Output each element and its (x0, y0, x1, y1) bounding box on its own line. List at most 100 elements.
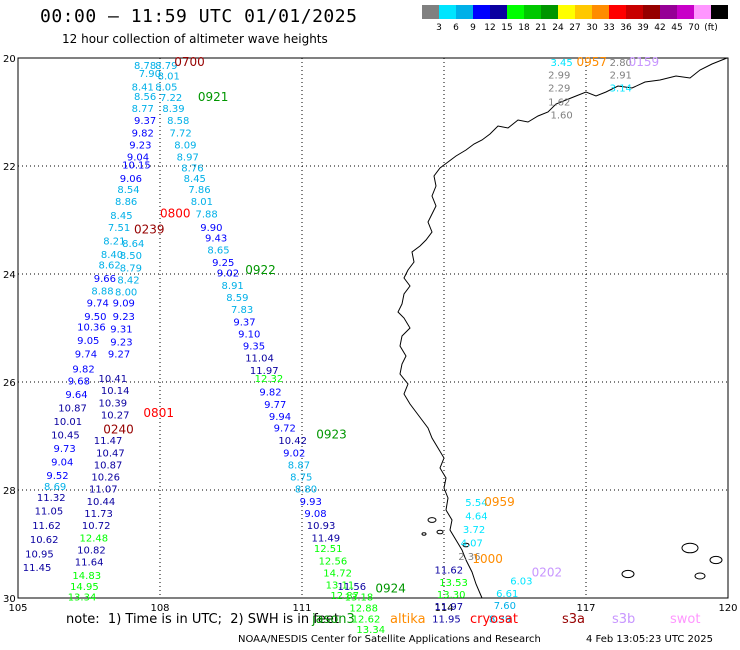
wave-height-value: 8.41 (132, 82, 154, 93)
wave-height-value: 11.95 (432, 614, 461, 625)
wave-height-colorbar: 3 6 9 12 15 18 21 24 27 30 33 36 39 42 45 70 (ft) (422, 5, 728, 33)
wave-height-value: 8.62 (98, 261, 120, 272)
wave-height-value: 9.82 (132, 128, 154, 139)
colorbar-label: 70 (688, 23, 700, 33)
wave-height-value: 13.34 (356, 625, 385, 636)
map-subtitle: 12 hour collection of altimeter wave hei… (62, 32, 328, 46)
wave-height-value: 10.72 (82, 521, 111, 532)
wave-height-value: 8.39 (162, 104, 184, 115)
colorbar-swatch (507, 5, 524, 19)
wave-height-value: 13.53 (439, 578, 468, 589)
wave-height-value: 8.58 (167, 116, 189, 127)
colorbar-swatch (609, 5, 626, 19)
wave-height-value: 9.05 (77, 336, 99, 347)
colorbar-swatch (473, 5, 490, 19)
wave-height-value: 12.87 (330, 591, 359, 602)
lat-tick-label: 20 (3, 54, 16, 65)
legend-jason3: jason3 (312, 612, 355, 627)
wave-height-value: 8.86 (115, 197, 137, 208)
wave-height-value: 1.60 (551, 110, 573, 121)
wave-height-value: 3.14 (610, 83, 632, 94)
wave-height-value: 8.77 (132, 104, 154, 115)
wave-height-value: 12.88 (349, 604, 378, 615)
colorbar-swatch (694, 5, 711, 19)
wave-height-value: 9.27 (108, 350, 130, 361)
wave-height-value: 8.76 (181, 163, 203, 174)
island (436, 529, 444, 535)
colorbar-swatch (439, 5, 456, 19)
wave-height-value: 8.45 (184, 174, 206, 185)
lat-tick-label: 28 (3, 486, 16, 497)
wave-height-value: 10.45 (51, 431, 80, 442)
pass-time-label: 0800 (160, 206, 191, 220)
wave-height-value: 10.36 (77, 323, 106, 334)
wave-height-value: 9.23 (113, 312, 135, 323)
wave-height-value: 9.31 (110, 324, 132, 335)
wave-height-value: 13.34 (68, 593, 97, 604)
wave-height-value: 11.07 (89, 485, 118, 496)
map-frame (17, 57, 729, 599)
wave-height-value: 8.80 (295, 485, 317, 496)
wave-height-value: 12.51 (314, 544, 343, 555)
wave-height-value: 6.61 (496, 589, 518, 600)
wave-height-value: 13.30 (437, 590, 466, 601)
wave-height-value: 2.80 (610, 58, 632, 69)
pass-time-label: 0202 (532, 565, 563, 579)
pass-time-label: 0923 (316, 428, 347, 442)
wave-height-value: 2.36 (458, 552, 480, 563)
lat-tick-label: 30 (3, 594, 16, 605)
wave-height-value: 8.56 (134, 92, 156, 103)
legend-altika: altika (390, 612, 426, 627)
colorbar-label: 18 (518, 23, 530, 33)
lat-tick-label: 26 (3, 378, 16, 389)
wave-height-value: 9.74 (87, 298, 109, 309)
wave-height-value: 9.23 (110, 337, 132, 348)
wave-height-value: 10.95 (25, 550, 54, 561)
colorbar-label: 27 (569, 23, 580, 33)
wave-height-value: 8.59 (226, 293, 248, 304)
pass-time-label: 0957 (577, 55, 608, 69)
wave-height-value: 2.91 (610, 71, 632, 82)
wave-height-value: 9.06 (120, 174, 142, 185)
wave-height-value: 8.21 (103, 236, 125, 247)
wave-height-value: 8.05 (155, 82, 177, 93)
wave-height-value: 9.37 (233, 317, 255, 328)
lon-tick-label: 105 (8, 603, 27, 614)
lon-tick-label: 114 (434, 603, 453, 614)
colorbar-swatch (643, 5, 660, 19)
pass-time-label: 0924 (375, 582, 406, 596)
colorbar-swatch (541, 5, 558, 19)
wave-height-value: 10.82 (77, 546, 106, 557)
colorbar-label: 12 (484, 23, 495, 33)
wave-height-value: 8.40 (101, 250, 123, 261)
wave-height-value: 8.42 (117, 276, 139, 287)
wave-height-value: 5.54 (465, 498, 487, 509)
wave-height-value: 1.62 (548, 98, 570, 109)
wave-height-value: 9.09 (113, 298, 135, 309)
wave-height-value: 2.29 (548, 83, 570, 94)
colorbar-swatch (524, 5, 541, 19)
wave-height-value: 7.60 (494, 601, 516, 612)
pass-time-label: 1000 (472, 552, 503, 566)
wave-height-value: 9.82 (72, 364, 94, 375)
wave-height-value: 14.72 (323, 568, 352, 579)
wave-height-value: 9.50 (84, 312, 106, 323)
wave-height-value: 13.11 (326, 580, 355, 591)
timestamp-text: 4 Feb 13:05:23 UTC 2025 (586, 634, 713, 645)
wave-height-value: 9.74 (75, 350, 97, 361)
island (621, 569, 635, 579)
colorbar-swatch (660, 5, 677, 19)
colorbar-label: (ft) (704, 23, 718, 33)
wave-height-value: 10.27 (101, 411, 130, 422)
colorbar-swatch (711, 5, 728, 19)
wave-height-value: 4.64 (465, 512, 487, 523)
wave-height-value: 9.08 (304, 509, 326, 520)
island (709, 555, 723, 565)
legend-cryosat: cryosat (470, 612, 518, 627)
colorbar-swatch (490, 5, 507, 19)
wave-height-value: 7.22 (160, 93, 182, 104)
wave-height-value: 11.49 (311, 533, 340, 544)
wave-height-value: 11.45 (23, 563, 52, 574)
island (427, 517, 437, 523)
wave-height-value: 9.10 (238, 330, 260, 341)
